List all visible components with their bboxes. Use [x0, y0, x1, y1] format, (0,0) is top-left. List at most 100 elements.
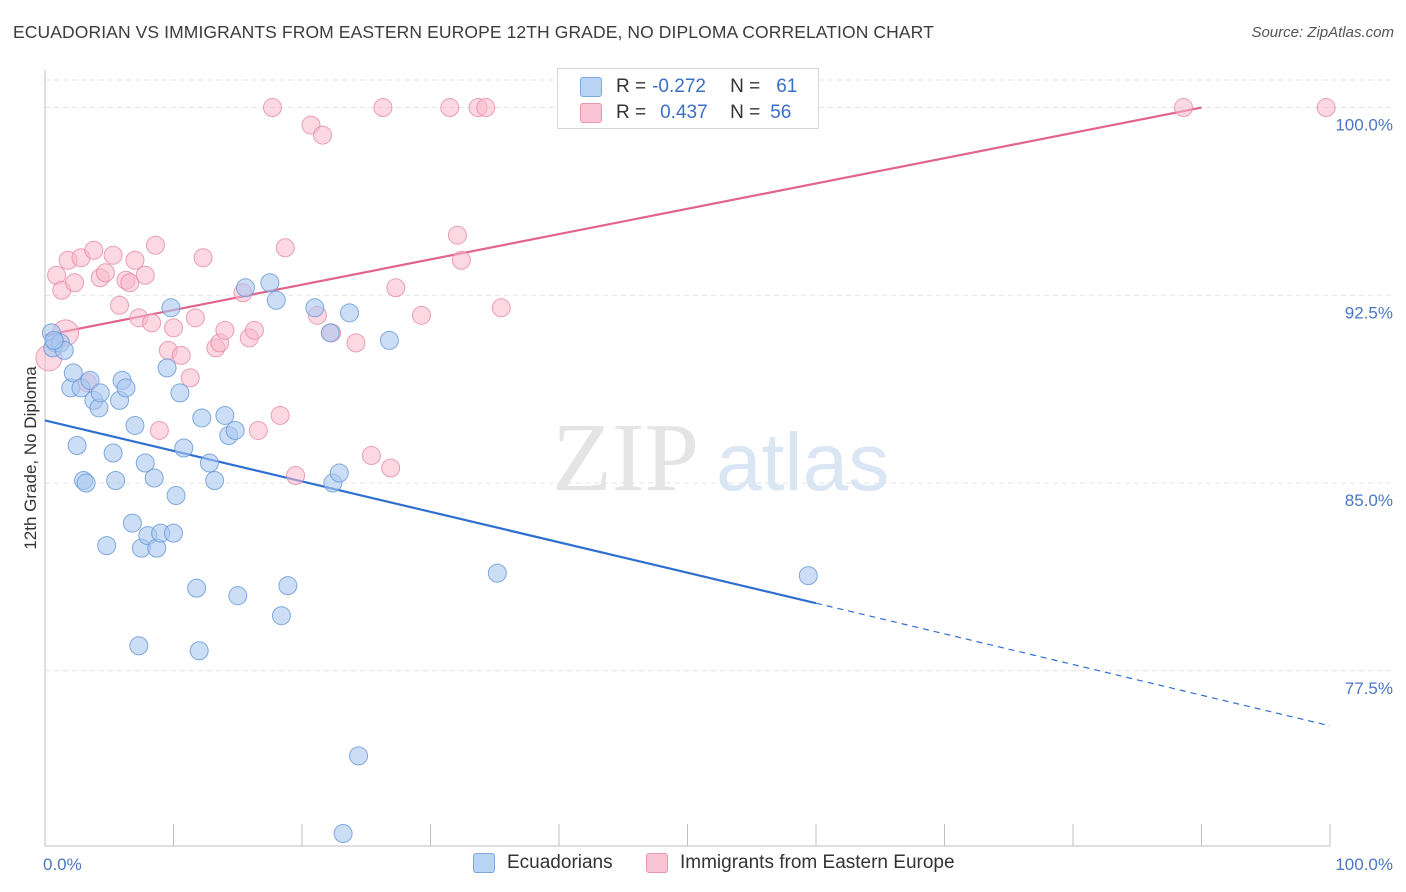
- point-ecuadorians: [90, 383, 110, 403]
- point-ecuadorians: [349, 746, 369, 766]
- trend-line-immigrants: [44, 106, 1202, 337]
- legend-n-value: 61: [776, 76, 798, 97]
- point-immigrants: [491, 298, 511, 318]
- point-immigrants: [185, 308, 205, 328]
- point-ecuadorians: [76, 473, 96, 493]
- point-ecuadorians: [135, 453, 155, 473]
- watermark-atlas: atlas: [716, 417, 889, 508]
- point-ecuadorians: [260, 273, 280, 293]
- point-ecuadorians: [164, 523, 183, 543]
- correlation-legend: R = -0.272 N = 61 R = 0.437 N = 56: [557, 68, 819, 129]
- point-immigrants: [286, 466, 306, 486]
- series-ecuadorians: [41, 273, 818, 843]
- point-immigrants: [215, 320, 235, 340]
- point-ecuadorians: [333, 823, 353, 843]
- y-tick-label: 85.0%: [1345, 491, 1393, 510]
- point-ecuadorians: [166, 486, 186, 506]
- point-ecuadorians: [266, 290, 286, 310]
- point-ecuadorians: [187, 578, 207, 598]
- point-immigrants: [120, 273, 140, 293]
- y-tick-label: 100.0%: [1335, 116, 1393, 135]
- point-ecuadorians: [199, 453, 219, 473]
- point-ecuadorians: [487, 563, 507, 583]
- point-ecuadorians: [329, 463, 349, 483]
- point-ecuadorians: [161, 298, 181, 318]
- point-immigrants: [381, 458, 401, 478]
- legend-swatch-pink: [646, 853, 668, 873]
- point-ecuadorians: [170, 383, 190, 403]
- point-ecuadorians: [116, 378, 136, 398]
- x-tick-label-min: 0.0%: [43, 855, 82, 874]
- point-immigrants: [193, 248, 213, 268]
- point-ecuadorians: [106, 471, 126, 491]
- y-tick-label: 92.5%: [1345, 303, 1393, 322]
- point-immigrants: [171, 345, 191, 365]
- point-immigrants: [1174, 98, 1194, 118]
- watermark-zip: ZIP: [552, 404, 699, 512]
- point-immigrants: [476, 98, 496, 118]
- y-axis-title: 12th Grade, No Diploma: [21, 366, 40, 550]
- gridlines: [45, 79, 1392, 672]
- x-tick-label-max: 100.0%: [1335, 855, 1393, 874]
- point-immigrants: [84, 240, 104, 260]
- point-immigrants: [103, 245, 123, 265]
- legend-n-value: 56: [770, 102, 792, 123]
- point-immigrants: [270, 405, 290, 425]
- legend-label-ecuadorians: Ecuadorians: [507, 852, 613, 873]
- legend-r-value: 0.437: [660, 102, 708, 123]
- tick-labels: 100.0% 92.5% 85.0% 77.5% 0.0% 100.0% 12th Grad…: [21, 116, 1393, 874]
- point-immigrants: [361, 445, 381, 465]
- legend-n-label: N =: [730, 76, 761, 97]
- point-immigrants: [180, 368, 200, 388]
- legend-row-immigrants: R = 0.437 N = 56: [580, 101, 791, 125]
- point-immigrants: [95, 263, 115, 283]
- point-immigrants: [110, 295, 130, 315]
- point-immigrants: [244, 320, 264, 340]
- point-immigrants: [412, 305, 432, 325]
- point-immigrants: [142, 313, 162, 333]
- point-ecuadorians: [67, 435, 87, 455]
- legend-swatch-blue: [473, 853, 495, 873]
- point-immigrants: [447, 225, 467, 245]
- point-immigrants: [275, 238, 295, 258]
- legend-label-immigrants: Immigrants from Eastern Europe: [680, 852, 955, 873]
- point-ecuadorians: [340, 303, 360, 323]
- point-immigrants: [313, 125, 333, 145]
- legend-r-label: R =: [616, 76, 647, 97]
- point-ecuadorians: [80, 370, 100, 390]
- trend-line-ecuadorians: [44, 419, 817, 605]
- source-label: Source: ZipAtlas.com: [1251, 24, 1394, 41]
- point-immigrants: [65, 273, 85, 293]
- point-immigrants: [146, 235, 166, 255]
- legend-item-ecuadorians[interactable]: Ecuadorians: [473, 852, 613, 874]
- point-ecuadorians: [144, 468, 164, 488]
- point-ecuadorians: [97, 536, 117, 556]
- axes: [44, 70, 1331, 847]
- point-ecuadorians: [157, 358, 177, 378]
- legend-row-ecuadorians: R = -0.272 N = 61: [580, 75, 797, 99]
- point-ecuadorians: [44, 330, 64, 350]
- point-ecuadorians: [320, 323, 340, 343]
- point-ecuadorians: [278, 576, 298, 596]
- point-ecuadorians: [122, 513, 142, 533]
- point-ecuadorians: [103, 443, 123, 463]
- point-ecuadorians: [798, 566, 818, 586]
- point-ecuadorians: [228, 586, 248, 606]
- point-ecuadorians: [271, 606, 291, 626]
- chart-title: ECUADORIAN VS IMMIGRANTS FROM EASTERN EU…: [13, 22, 934, 42]
- point-immigrants: [149, 420, 169, 440]
- point-ecuadorians: [225, 420, 245, 440]
- point-ecuadorians: [379, 330, 399, 350]
- point-ecuadorians: [63, 363, 83, 383]
- legend-r-label: R =: [616, 102, 647, 123]
- point-immigrants: [248, 420, 268, 440]
- point-immigrants: [135, 265, 155, 285]
- point-immigrants: [1316, 98, 1336, 118]
- point-ecuadorians: [205, 471, 225, 491]
- point-immigrants: [386, 278, 406, 298]
- legend-item-immigrants[interactable]: Immigrants from Eastern Europe: [646, 852, 955, 874]
- point-immigrants: [125, 250, 145, 270]
- point-ecuadorians: [174, 438, 194, 458]
- point-immigrants: [164, 318, 183, 338]
